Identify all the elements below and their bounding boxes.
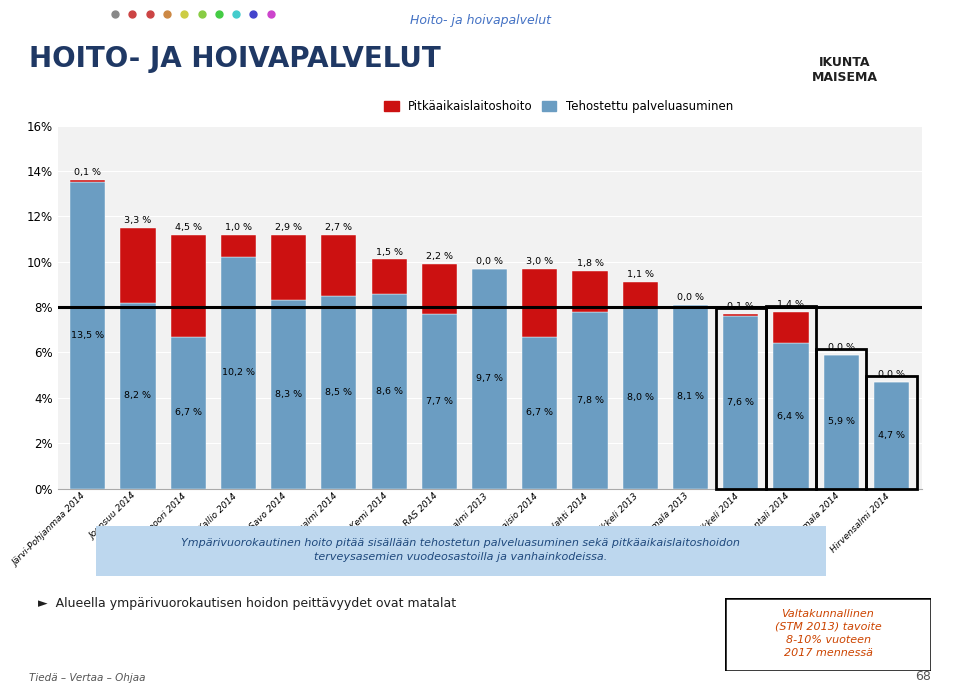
Bar [766, 306, 816, 489]
Text: YMPÄRIVUOROKAUTISEN HOIDON PEITTÄVYYDET YLI 75-VUOTIAISTA
ASUKKAISTA: YMPÄRIVUOROKAUTISEN HOIDON PEITTÄVYYDET … [82, 68, 533, 98]
Text: 7,7 %: 7,7 % [426, 396, 453, 406]
Legend: Pitkäaikaislaitoshoito, Tehostettu palveluasuminen: Pitkäaikaislaitoshoito, Tehostettu palve… [380, 95, 737, 118]
Text: 13,5 %: 13,5 % [71, 331, 105, 340]
Text: Valtakunnallinen
(STM 2013) tavoite
8-10% vuoteen
2017 mennessä: Valtakunnallinen (STM 2013) tavoite 8-10… [775, 609, 881, 658]
Bar [271, 235, 306, 300]
Bar [774, 311, 808, 343]
Bar [120, 303, 156, 489]
Bar [221, 235, 256, 257]
Bar [171, 336, 205, 489]
Bar [70, 180, 106, 182]
Text: HOITO- JA HOIVAPALVELUT: HOITO- JA HOIVAPALVELUT [29, 45, 441, 73]
Bar [522, 269, 558, 336]
Bar [824, 355, 859, 489]
Text: 68: 68 [915, 669, 931, 683]
Text: 4,5 %: 4,5 % [175, 223, 202, 232]
Text: 3,3 %: 3,3 % [125, 216, 152, 225]
Bar [866, 376, 917, 489]
Bar [572, 271, 608, 311]
Bar [120, 228, 156, 303]
Bar [816, 349, 866, 489]
Bar [723, 316, 758, 489]
Bar [372, 260, 407, 293]
Text: ►  Alueella ympärivuorokautisen hoidon peittävyydet ovat matalat: ► Alueella ympärivuorokautisen hoidon pe… [38, 597, 457, 610]
Text: 7,6 %: 7,6 % [728, 398, 755, 407]
Bar [723, 314, 758, 316]
Text: 0,0 %: 0,0 % [828, 343, 854, 352]
Text: 8,5 %: 8,5 % [325, 387, 352, 396]
Bar [372, 293, 407, 489]
Text: 0,0 %: 0,0 % [677, 293, 704, 302]
Text: 6,4 %: 6,4 % [778, 412, 804, 420]
Text: 2,9 %: 2,9 % [276, 223, 302, 232]
Text: 9,7 %: 9,7 % [476, 374, 503, 383]
Bar [171, 235, 205, 336]
Text: 0,1 %: 0,1 % [74, 168, 101, 177]
FancyBboxPatch shape [82, 525, 840, 577]
Text: 8,2 %: 8,2 % [125, 391, 152, 400]
Bar [522, 336, 558, 489]
Bar [271, 300, 306, 489]
Bar [322, 296, 356, 489]
Text: 1,0 %: 1,0 % [225, 223, 252, 232]
Bar [70, 182, 106, 489]
Bar [623, 307, 658, 489]
Text: 3,0 %: 3,0 % [526, 257, 553, 266]
Text: IKUNTA
MAISEMA: IKUNTA MAISEMA [812, 56, 877, 84]
Text: 6,7 %: 6,7 % [175, 408, 202, 417]
Bar [221, 257, 256, 489]
Bar [421, 264, 457, 314]
Text: 8,3 %: 8,3 % [276, 390, 302, 399]
Text: 0,1 %: 0,1 % [728, 302, 755, 311]
Bar [874, 382, 909, 489]
Text: 1,4 %: 1,4 % [778, 300, 804, 309]
Text: 1,8 %: 1,8 % [577, 259, 604, 268]
Text: Hoito- ja hoivapalvelut: Hoito- ja hoivapalvelut [410, 14, 550, 27]
Text: 1,5 %: 1,5 % [375, 248, 402, 257]
Bar [623, 282, 658, 307]
Text: 1,1 %: 1,1 % [627, 270, 654, 279]
Bar [715, 309, 766, 489]
Text: 4,7 %: 4,7 % [878, 431, 905, 440]
Text: 8,6 %: 8,6 % [375, 387, 402, 396]
Text: 5,9 %: 5,9 % [828, 417, 854, 426]
Text: Tiedä – Vertaa – Ohjaa: Tiedä – Vertaa – Ohjaa [29, 673, 145, 683]
Text: 10,2 %: 10,2 % [222, 369, 255, 378]
Bar [572, 311, 608, 489]
Text: Ympärivuorokautinen hoito pitää sisällään tehostetun palveluasuminen sekä pitkäa: Ympärivuorokautinen hoito pitää sisällää… [181, 537, 740, 562]
Bar [472, 269, 507, 489]
Bar [322, 235, 356, 296]
Text: 8,0 %: 8,0 % [627, 394, 654, 402]
Text: 0,0 %: 0,0 % [878, 370, 905, 379]
Text: 2,2 %: 2,2 % [426, 252, 453, 261]
Text: 2,7 %: 2,7 % [325, 223, 352, 232]
Text: 7,8 %: 7,8 % [577, 396, 604, 405]
Bar [673, 305, 708, 489]
Bar [421, 314, 457, 489]
Bar [774, 343, 808, 489]
Text: 0,0 %: 0,0 % [476, 257, 503, 266]
Text: 6,7 %: 6,7 % [526, 408, 553, 417]
Text: 8,1 %: 8,1 % [677, 392, 704, 401]
